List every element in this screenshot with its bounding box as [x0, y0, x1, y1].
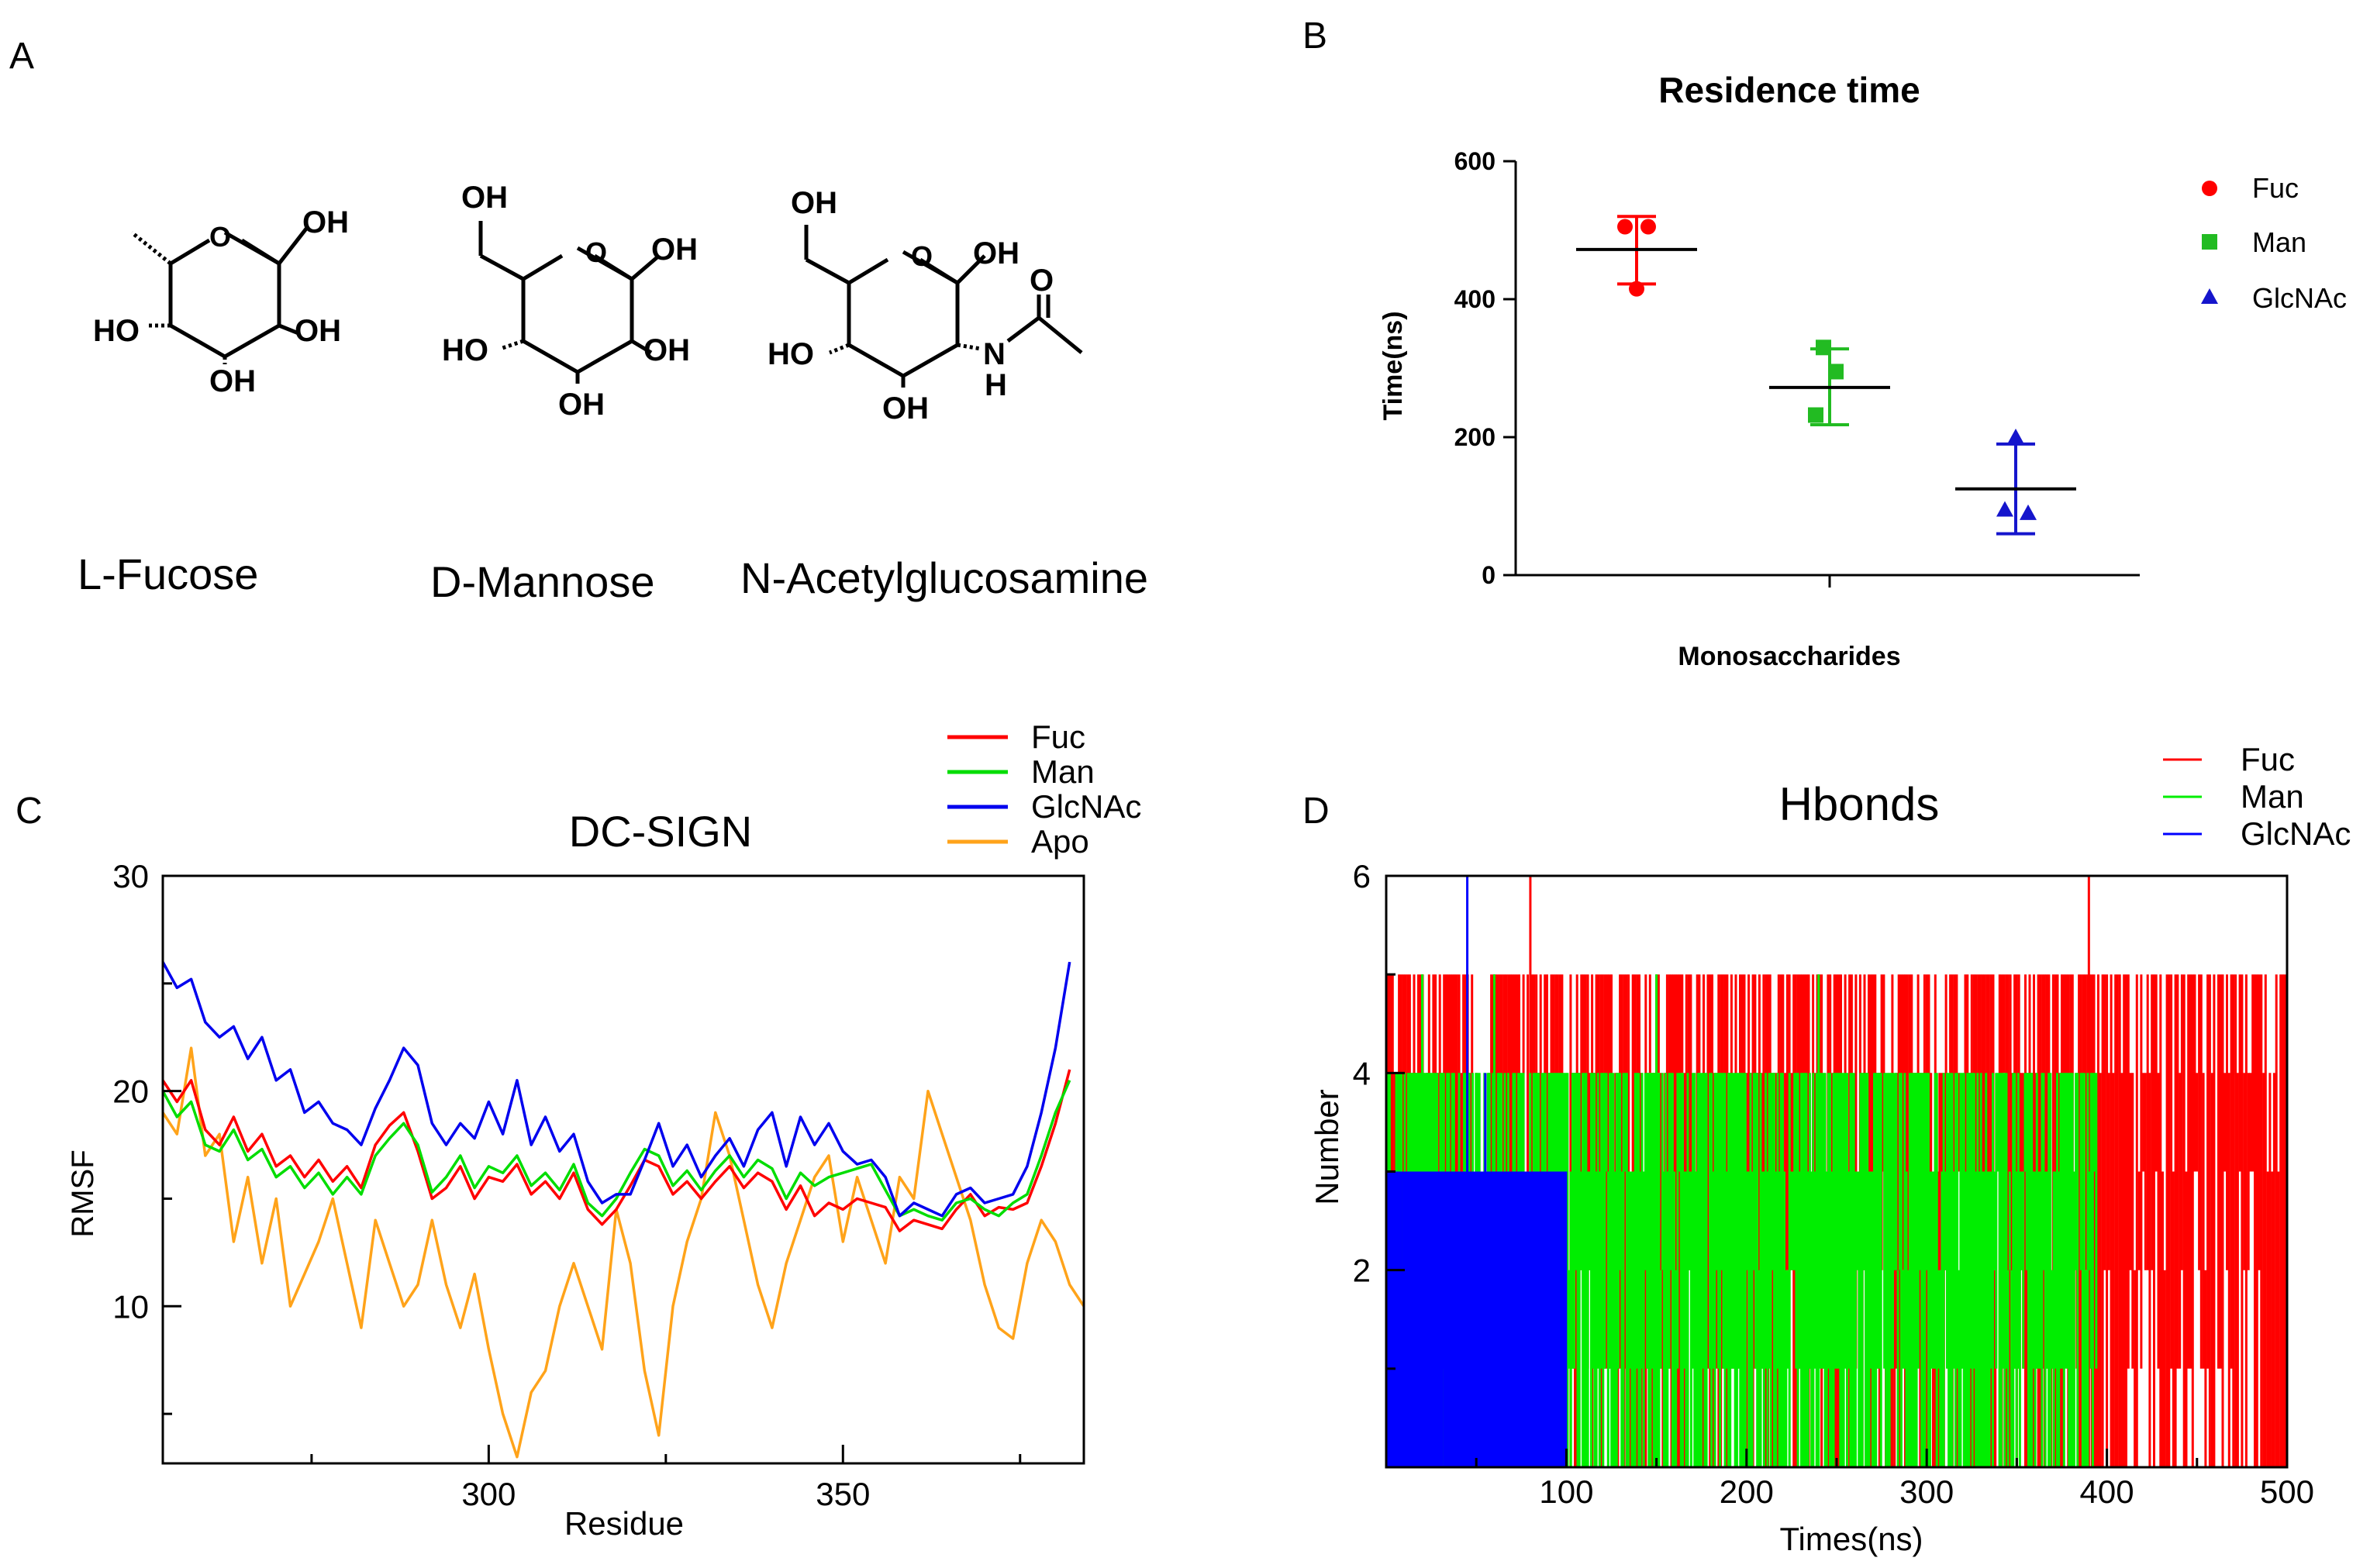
legend-fuc-label: Fuc [1031, 719, 1085, 755]
legend-fuc-label: Fuc [2252, 172, 2299, 204]
atom-label: HO [93, 314, 140, 348]
panel-letter-c: C [16, 791, 43, 832]
atom-label: HO [768, 337, 814, 371]
series-line-fuc [161, 1069, 1071, 1232]
rmsf-legend: Fuc Man GlcNAc Apo [947, 719, 1141, 860]
residence-axes: 0 200 400 600 [1454, 147, 2140, 589]
y-tick-label: 20 [112, 1073, 149, 1110]
x-tick-label: 400 [2080, 1473, 2134, 1510]
residence-ylabel: Time(ns) [1378, 311, 1408, 420]
series-line-apo [161, 1046, 1085, 1459]
atom-label: OH [643, 333, 690, 367]
hbonds-axes: 2 4 6 100 200 300 400 500 [1353, 858, 2314, 1510]
residence-marks [1576, 215, 2076, 536]
legend-glcnac-label: GlcNAc [1031, 788, 1141, 825]
y-tick-label: 400 [1454, 285, 1496, 313]
atom-o: O [585, 236, 607, 268]
chart-title-residence: Residence time [1658, 70, 1920, 110]
residence-legend: Fuc Man GlcNAc [2201, 172, 2347, 314]
y-tick-label: 0 [1482, 561, 1496, 589]
atom-label: OH [973, 236, 1019, 271]
y-tick-label: 200 [1454, 423, 1496, 451]
data-point [1828, 364, 1844, 380]
y-tick-label: 30 [112, 858, 149, 894]
legend-glcnac-marker [2201, 288, 2218, 304]
rmsf-lines [161, 961, 1085, 1459]
y-tick-label: 4 [1353, 1055, 1371, 1091]
series-line-man [161, 1080, 1071, 1222]
y-tick-label: 2 [1353, 1253, 1371, 1289]
rmsf-ylabel: RMSF [66, 1149, 100, 1237]
atom-labels: O O O OH HO OH OH OH OH HO OH OH OH OH O… [93, 181, 1054, 426]
panel-letter-b: B [1302, 16, 1327, 57]
molecule-name-mannose: D-Mannose [430, 557, 654, 606]
molecule-name-fucose: L-Fucose [78, 550, 258, 598]
panel-letter-d: D [1302, 791, 1330, 832]
legend-man-label: Man [2252, 226, 2306, 258]
atom-label: OH [558, 388, 605, 422]
hbonds-xlabel: Times(ns) [1779, 1521, 1923, 1557]
legend-apo-label: Apo [1031, 823, 1089, 860]
x-tick-label: 350 [816, 1476, 870, 1512]
atom-label: OH [651, 233, 698, 267]
molecule-name-glcnac: N-Acetylglucosamine [740, 553, 1148, 602]
x-tick-label: 100 [1539, 1473, 1593, 1510]
residence-xlabel: Monosaccharides [1678, 642, 1900, 671]
atom-label: N [983, 337, 1006, 371]
legend-glcnac-label: GlcNAc [2252, 282, 2347, 314]
panel-letter-a: A [9, 36, 34, 77]
atom-label: OH [882, 391, 929, 426]
atom-o: O [209, 221, 231, 253]
atom-label: OH [461, 181, 508, 215]
legend-man-label: Man [1031, 753, 1095, 790]
hbonds-legend: Fuc Man GlcNAc [2163, 741, 2351, 852]
x-tick-label: 500 [2260, 1473, 2314, 1510]
data-point [1816, 339, 1831, 356]
atom-o: O [911, 240, 933, 272]
legend-fuc-marker [2202, 181, 2217, 196]
hbonds-ylabel: Number [1309, 1089, 1345, 1204]
atom-label: OH [791, 186, 837, 220]
atom-label: H [985, 368, 1007, 402]
atom-label: OH [295, 314, 341, 348]
legend-glcnac-label: GlcNAc [2241, 815, 2351, 852]
data-point [1617, 219, 1633, 235]
rmsf-axes: 10 20 30 300 350 [112, 858, 1085, 1512]
chart-title-rmsf: DC-SIGN [569, 807, 752, 856]
hbond-trace-glcnac [1385, 876, 1568, 1467]
atom-label: HO [442, 333, 488, 367]
x-tick-label: 300 [1899, 1473, 1954, 1510]
data-point [1996, 501, 2013, 517]
legend-man-label: Man [2241, 778, 2304, 815]
atom-label: O [1030, 264, 1054, 298]
x-tick-label: 200 [1720, 1473, 1774, 1510]
data-point [2007, 429, 2024, 444]
hbonds-bars [1385, 876, 2286, 1467]
y-tick-label: 10 [112, 1288, 149, 1325]
series-line-glcnac [161, 961, 1071, 1218]
plot-frame [161, 874, 1085, 1465]
rmsf-xlabel: Residue [564, 1505, 684, 1542]
structures [130, 221, 1083, 388]
atom-label: OH [302, 205, 349, 240]
data-point [1640, 219, 1656, 235]
legend-fuc-label: Fuc [2241, 741, 2295, 777]
chart-title-hbonds: Hbonds [1779, 778, 1940, 830]
atom-label: OH [209, 364, 256, 398]
y-tick-label: 600 [1454, 147, 1496, 175]
y-tick-label: 6 [1353, 858, 1371, 894]
legend-man-marker [2202, 234, 2217, 250]
data-point [2020, 504, 2037, 520]
x-tick-label: 300 [461, 1476, 516, 1512]
data-point [1629, 281, 1644, 297]
data-point [1808, 407, 1823, 423]
